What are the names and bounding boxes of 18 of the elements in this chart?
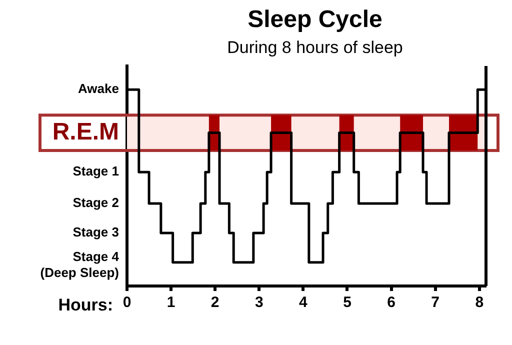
x-tick-label: 1 <box>166 294 176 312</box>
x-axis-title: Hours: <box>58 296 113 315</box>
x-tick-label: 4 <box>299 294 308 312</box>
x-tick-label: 6 <box>387 294 396 312</box>
x-tick-label: 8 <box>475 294 484 312</box>
text: Stage 2 <box>72 195 119 210</box>
text: Stage 3 <box>72 224 119 240</box>
x-tick-label: 3 <box>254 294 264 312</box>
text: Stage 4 (Deep Sleep) <box>40 249 120 280</box>
band-label: R.E.M <box>52 118 119 146</box>
x-tick-label: 5 <box>343 294 352 312</box>
x-tick-label: 0 <box>122 294 132 312</box>
x-tick-label: 7 <box>431 294 440 312</box>
chart-title: Sleep Cycle <box>246 6 384 34</box>
text: Stage 1 <box>72 164 119 179</box>
text: Awake <box>78 81 119 96</box>
x-tick-label: 2 <box>210 294 220 312</box>
chart-subtitle: During 8 hours of sleep <box>226 38 404 58</box>
